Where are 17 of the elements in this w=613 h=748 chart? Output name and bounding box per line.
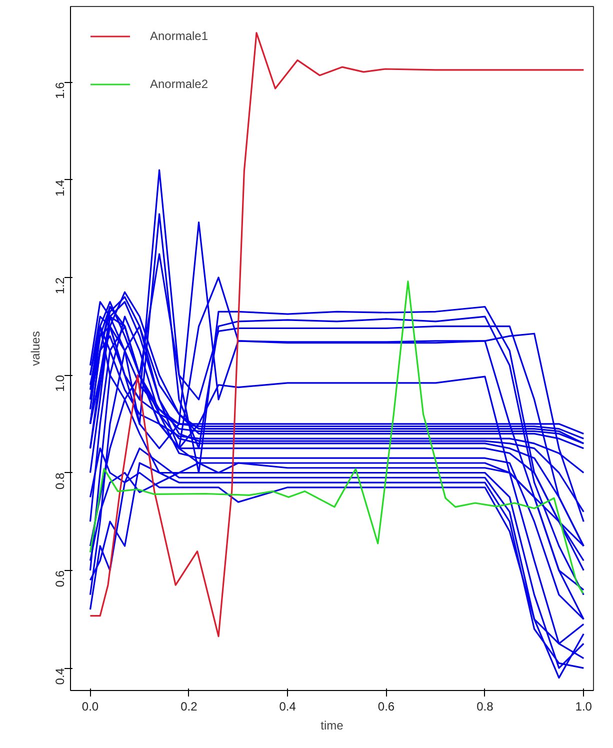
x-tick-label: 0.4 — [279, 700, 296, 714]
y-tick-label: 1.2 — [53, 277, 67, 294]
y-tick-label: 1.0 — [53, 374, 67, 392]
x-tick-label: 0.2 — [180, 700, 198, 714]
y-axis-title: values — [28, 331, 42, 366]
y-tick-label: 0.6 — [53, 570, 67, 588]
x-tick-label: 0.6 — [378, 700, 395, 714]
x-tick-label: 0.8 — [476, 700, 494, 714]
y-tick-label: 0.8 — [53, 472, 67, 490]
x-axis-title: time — [320, 718, 344, 732]
legend-label: Anormale1 — [150, 29, 208, 43]
legend-label: Anormale2 — [150, 77, 208, 91]
y-tick-label: 0.4 — [53, 668, 67, 685]
y-tick-label: 1.6 — [53, 82, 67, 99]
y-tick-label: 1.4 — [53, 179, 67, 196]
x-tick-label: 0.0 — [82, 700, 99, 714]
x-tick-label: 1.0 — [575, 700, 592, 714]
